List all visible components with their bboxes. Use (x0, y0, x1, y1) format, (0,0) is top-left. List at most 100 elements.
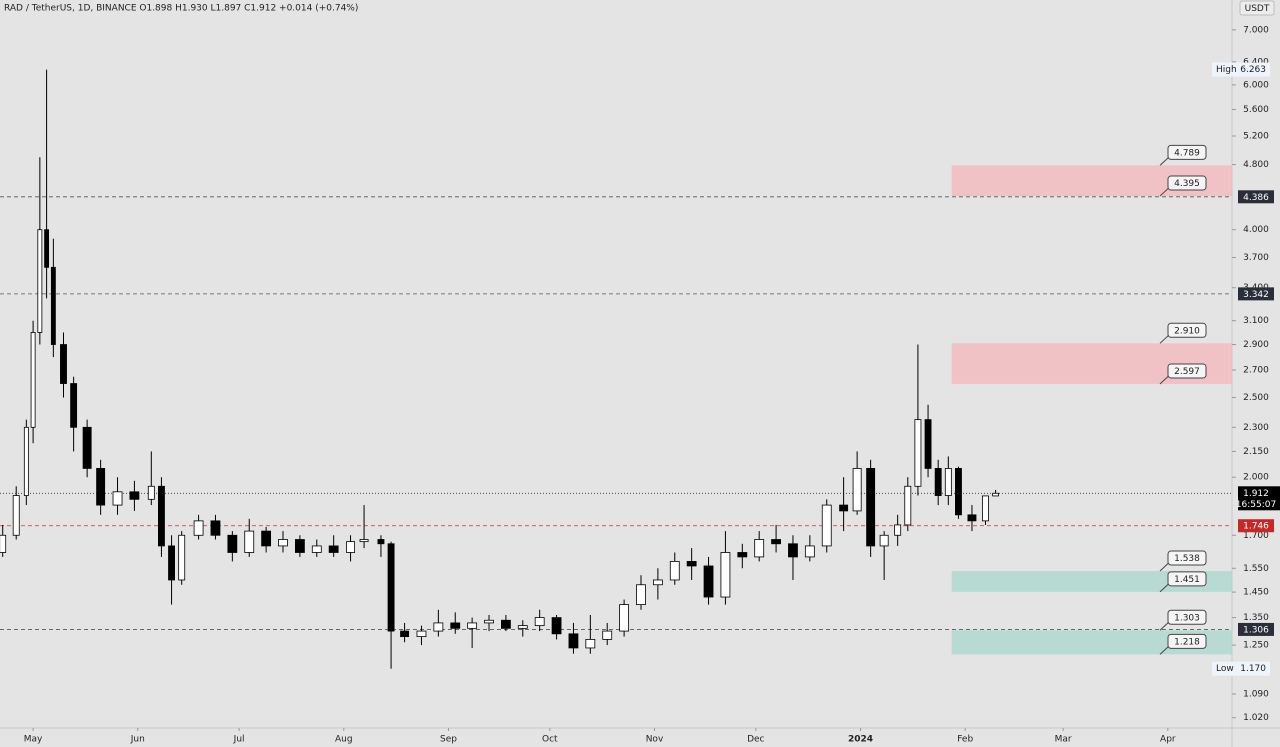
candle-body (551, 617, 562, 635)
price-label: 1.306 (1243, 625, 1269, 635)
candle-body (60, 344, 67, 384)
candle-body (904, 485, 912, 526)
marker-value: 1.170 (1240, 664, 1266, 674)
y-tick-label: 3.700 (1243, 253, 1269, 263)
callout-label: 1.451 (1174, 575, 1200, 585)
candle-body (96, 468, 106, 506)
candle-body (37, 229, 43, 333)
callout-box (1167, 550, 1207, 566)
candle-body (821, 504, 832, 547)
candle-body (387, 543, 395, 632)
marker-value: 6.263 (1240, 65, 1266, 75)
candle-body (311, 545, 322, 553)
candle-body (346, 541, 356, 553)
candle-body (501, 619, 511, 629)
callout-box (1167, 322, 1207, 338)
callout-box (1167, 633, 1207, 649)
marker-box (1212, 661, 1270, 676)
candle-body (534, 617, 545, 627)
y-tick-label: 6.400 (1243, 57, 1269, 67)
candle-body (669, 561, 680, 581)
candle-body (30, 332, 36, 428)
price-label-box (1238, 190, 1274, 204)
callout-label: 2.910 (1174, 326, 1200, 336)
candle-body (879, 534, 889, 547)
price-label-box (1238, 287, 1274, 301)
candle-body (602, 630, 613, 640)
y-tick-label: 1.090 (1243, 689, 1269, 699)
candle-body (400, 630, 410, 638)
candle-body (568, 633, 579, 649)
candle-body (839, 504, 849, 512)
callout-box (1167, 175, 1207, 191)
candle-body (227, 534, 238, 553)
zone (951, 571, 1232, 592)
candle-body (982, 495, 989, 522)
candle-body (416, 630, 427, 638)
candle-body (967, 514, 977, 522)
candle-body (147, 485, 155, 500)
candle-body (720, 552, 731, 598)
candle-body (278, 539, 288, 547)
candle-body (82, 426, 92, 469)
candle-body (450, 622, 461, 629)
callout-box (1167, 144, 1207, 160)
candle-body (914, 419, 922, 487)
x-tick-label: Mar (1055, 735, 1072, 745)
y-tick-label: 2.300 (1243, 423, 1269, 433)
candle-body (585, 639, 596, 649)
price-label-box (1238, 519, 1274, 533)
callout-label: 1.218 (1174, 637, 1200, 647)
callout-box (1167, 571, 1207, 587)
countdown: 16:55:07 (1236, 500, 1276, 510)
candle-body (261, 530, 272, 547)
x-tick-label: Sep (440, 735, 457, 745)
candle-body (193, 520, 204, 536)
candle-body (737, 552, 748, 558)
last-price-box (1238, 486, 1280, 511)
y-tick-label: 5.600 (1243, 105, 1269, 115)
candle-body (23, 426, 29, 496)
candle-body (129, 491, 140, 500)
x-tick-label: Oct (542, 735, 558, 745)
candle-body (484, 619, 494, 624)
callout-label: 4.395 (1174, 179, 1200, 189)
x-tick-label: Jun (130, 735, 145, 745)
candle-body (112, 491, 123, 506)
candle-body (328, 545, 339, 553)
candle-body (50, 266, 56, 345)
marker-name: High (1216, 65, 1237, 75)
y-tick-label: 1.550 (1243, 564, 1269, 574)
y-tick-label: 2.700 (1243, 366, 1269, 376)
x-tick-label: Apr (1160, 735, 1176, 745)
y-tick-label: 1.020 (1243, 713, 1269, 723)
candle-body (244, 530, 255, 553)
candle-body (866, 468, 876, 547)
y-tick-label: 2.000 (1243, 473, 1269, 483)
candle-body (804, 545, 815, 558)
x-tick-label: Feb (957, 735, 973, 745)
callout-box (1167, 609, 1207, 625)
callout-label: 1.303 (1174, 613, 1200, 623)
price-label-box (1238, 622, 1274, 636)
chart-title: RAD / TetherUS, 1D, BINANCE O1.898 H1.93… (4, 4, 358, 14)
callout-box (1167, 363, 1207, 379)
candle-body (294, 539, 305, 553)
candle-body (44, 229, 50, 268)
candle-body (686, 561, 697, 567)
candle-body (944, 468, 952, 496)
candle-body (433, 622, 444, 632)
candle-body (178, 534, 186, 581)
candle-body (992, 492, 999, 497)
y-tick-label: 5.200 (1243, 131, 1269, 141)
y-tick-label: 2.500 (1243, 393, 1269, 403)
candle-body (70, 383, 78, 428)
candle-body (377, 539, 385, 545)
y-tick-label: 4.000 (1243, 225, 1269, 235)
y-unit: USDT (1245, 4, 1270, 14)
y-tick-label: 2.150 (1243, 447, 1269, 457)
candle-body (934, 468, 942, 496)
candle-body (0, 534, 7, 553)
x-tick-label: 2024 (848, 735, 873, 745)
